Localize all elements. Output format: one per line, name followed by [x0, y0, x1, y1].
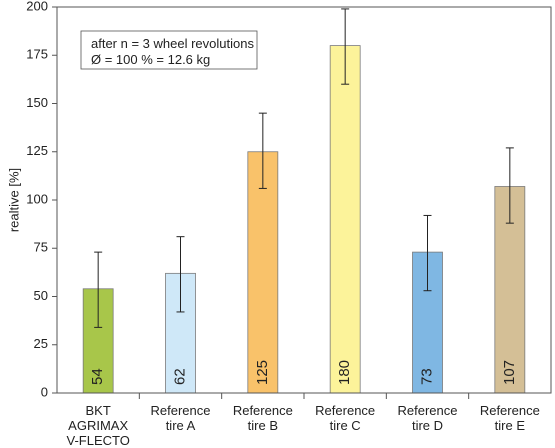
- y-tick-label: 50: [34, 288, 48, 303]
- annotation-line: Ø = 100 % = 12.6 kg: [91, 52, 210, 67]
- bar: [329, 45, 361, 394]
- plot-frame: [56, 6, 552, 394]
- category-label: Reference tire C: [315, 403, 375, 433]
- y-axis-title: realtive [%]: [6, 168, 21, 232]
- y-tick-label: 75: [34, 240, 48, 255]
- bar-value-label: 62: [171, 368, 188, 385]
- y-tick-label: 125: [26, 143, 48, 158]
- bars: [82, 45, 526, 394]
- category-label: Reference tire D: [398, 403, 458, 433]
- category-labels: BKT AGRIMAX V-FLECTO Reference tire A Referen…: [66, 393, 540, 448]
- category-label: Reference tire E: [480, 403, 540, 433]
- bar-value-label: 180: [336, 360, 353, 385]
- bar-value-label: 54: [89, 368, 106, 385]
- bar-value-label: 73: [418, 368, 435, 385]
- y-tick-label: 200: [26, 0, 48, 13]
- y-tick-label: 25: [34, 336, 48, 351]
- y-tick-label: 150: [26, 95, 48, 110]
- category-label: BKT AGRIMAX V-FLECTO: [66, 403, 129, 448]
- y-tick-label: 100: [26, 191, 48, 206]
- y-axis-ticks: 0 25 50 75 100 125 150 175 200: [26, 0, 57, 399]
- category-label: Reference tire B: [233, 403, 293, 433]
- annotation-frame: [80, 30, 258, 70]
- y-tick-label: 0: [41, 384, 48, 399]
- category-label: Reference tire A: [151, 403, 211, 433]
- plot-border: [56, 6, 552, 394]
- bar-value-label: 107: [501, 360, 518, 385]
- y-tick-label: 175: [26, 47, 48, 62]
- value-labels: 54 62 125 180 73 107: [89, 360, 518, 385]
- bar-value-label: 125: [254, 360, 271, 385]
- annotation-line: after n = 3 wheel revolutions: [91, 36, 254, 51]
- error-bars: [94, 8, 514, 328]
